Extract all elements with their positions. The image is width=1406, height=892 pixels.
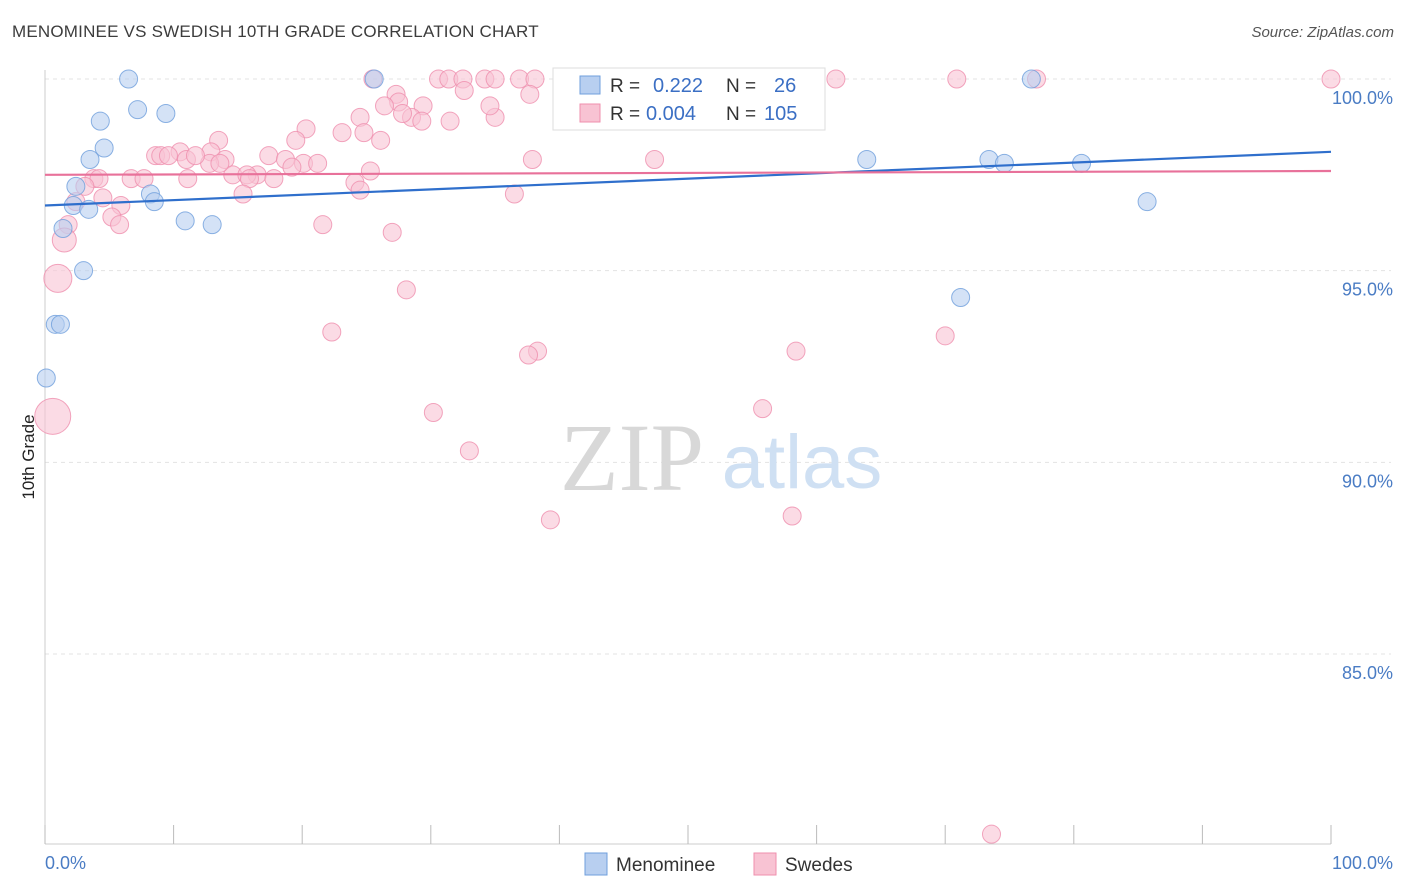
y-tick-label-1: 90.0% <box>1342 471 1393 491</box>
swedes-point-41 <box>354 123 374 143</box>
menominee-point-20 <box>53 219 73 238</box>
y-tick-label-2: 95.0% <box>1342 280 1393 300</box>
bottom-legend-swedes: Swedes <box>785 855 853 876</box>
swedes-point-70 <box>178 169 198 189</box>
swedes-point-61 <box>360 161 380 181</box>
menominee-trend-line <box>44 150 1332 207</box>
menominee-point-7 <box>80 150 100 169</box>
menominee-point-12 <box>66 176 86 196</box>
swedes-point-38 <box>440 111 460 131</box>
legend-box: R = 0.222 N = 26 R = 0.004 N = 105 <box>552 67 826 131</box>
y-tick-label-3: 100.0% <box>1332 88 1393 108</box>
trend-lines <box>44 150 1332 207</box>
y-axis-label: 10th Grade <box>19 414 38 499</box>
x-tick-label-max: 100.0% <box>1332 853 1393 873</box>
swedes-point-57 <box>308 153 328 173</box>
swedes-point-78 <box>233 184 253 204</box>
swedes-point-43 <box>286 130 306 150</box>
menominee-point-6 <box>94 138 114 158</box>
menominee-point-10 <box>994 153 1014 173</box>
swedes-point-98 <box>782 506 802 526</box>
swedes-point-52 <box>259 146 279 166</box>
chart-title: MENOMINEE VS SWEDISH 10TH GRADE CORRELAT… <box>12 22 539 41</box>
swedes-trend-line <box>44 169 1332 176</box>
watermark-atlas: atlas <box>722 420 883 505</box>
y-tick-label-0: 85.0% <box>1342 663 1393 683</box>
swedes-point-94 <box>423 403 443 422</box>
menominee-point-19 <box>1137 192 1157 212</box>
swedes-point-26 <box>1321 69 1341 89</box>
menominee-point-2 <box>1021 69 1041 89</box>
swedes-point-29 <box>520 84 540 104</box>
swedes-point-63 <box>264 169 284 189</box>
bottom-legend-swatch-menominee <box>584 852 608 876</box>
legend-n-value-1: 105 <box>764 103 797 125</box>
swedes-point-74 <box>350 180 370 200</box>
swedes-point-86 <box>43 263 73 293</box>
menominee-point-5 <box>90 111 110 131</box>
swedes-point-93 <box>34 397 72 435</box>
swedes-point-44 <box>371 130 391 150</box>
swedes-point-28 <box>454 81 474 100</box>
legend-n-label-1: N = <box>726 104 756 125</box>
x-tick-label-min: 0.0% <box>45 853 86 873</box>
menominee-point-17 <box>175 211 195 231</box>
legend-swatch-swedes <box>579 103 601 123</box>
swedes-point-99 <box>981 824 1001 844</box>
bottom-legend-menominee: Menominee <box>616 855 715 876</box>
source-label: Source: ZipAtlas.com <box>1251 24 1394 41</box>
swedes-point-50 <box>158 146 178 166</box>
legend-n-label-0: N = <box>726 76 756 97</box>
menominee-point-1 <box>364 69 384 89</box>
swedes-point-104 <box>375 96 395 116</box>
swedes-point-91 <box>786 341 806 361</box>
x-axis-ticks <box>44 825 1332 844</box>
menominee-point-8 <box>857 150 877 169</box>
swedes-point-40 <box>332 123 352 143</box>
legend-r-value-0: 0.222 <box>653 75 703 97</box>
swedes-point-96 <box>459 441 479 461</box>
bottom-legend-swatch-swedes <box>753 852 777 876</box>
menominee-point-24 <box>50 314 70 334</box>
legend-r-label-0: R = <box>610 76 640 97</box>
swedes-point-60 <box>282 157 302 177</box>
swedes-point-102 <box>393 104 413 123</box>
watermark-zip: ZIP <box>560 404 704 511</box>
swedes-point-59 <box>645 150 665 169</box>
swedes-point-37 <box>412 111 432 131</box>
swedes-point-23 <box>826 69 846 89</box>
swedes-point-81 <box>110 215 130 235</box>
swedes-point-82 <box>313 215 333 235</box>
swedes-point-88 <box>322 322 342 342</box>
menominee-points <box>36 69 1157 388</box>
legend-swatch-menominee <box>579 75 601 95</box>
swedes-point-89 <box>935 326 955 346</box>
menominee-point-18 <box>202 215 222 235</box>
swedes-point-24 <box>947 69 967 89</box>
legend-r-label-1: R = <box>610 104 640 125</box>
y-tick-labels: 85.0% 90.0% 95.0% 100.0% <box>1332 88 1393 683</box>
grid-lines <box>45 78 1391 655</box>
swedes-point-83 <box>382 222 402 242</box>
swedes-point-87 <box>396 280 416 300</box>
menominee-point-21 <box>74 261 94 281</box>
legend-r-value-1: 0.004 <box>646 103 696 125</box>
bottom-legend: Menominee Swedes <box>584 852 853 876</box>
swedes-point-95 <box>753 399 773 419</box>
swedes-point-97 <box>540 510 560 530</box>
swedes-point-92 <box>519 345 539 365</box>
legend-n-value-0: 26 <box>774 75 796 97</box>
swedes-point-58 <box>522 150 542 169</box>
swedes-point-101 <box>210 153 230 173</box>
menominee-point-3 <box>128 100 148 120</box>
swedes-point-79 <box>504 184 524 204</box>
menominee-point-22 <box>951 288 971 307</box>
swedes-point-5 <box>485 69 505 89</box>
swedes-point-100 <box>185 146 205 166</box>
swedes-point-103 <box>480 96 500 116</box>
menominee-point-4 <box>156 104 176 123</box>
menominee-point-0 <box>119 69 139 89</box>
menominee-point-25 <box>36 368 56 388</box>
